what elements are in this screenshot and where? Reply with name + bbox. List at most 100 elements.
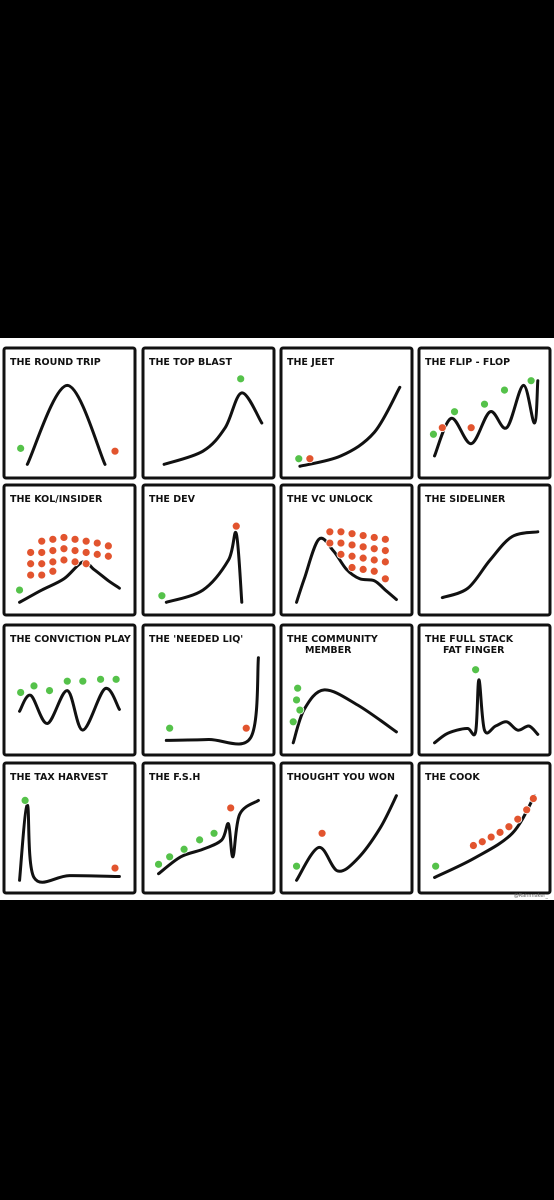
panel-title: THE TAX HARVEST [10, 772, 108, 783]
sell-marker [70, 546, 80, 556]
sell-marker [103, 541, 113, 551]
panel-title: THE CONVICTION PLAY [10, 634, 131, 645]
buy-marker [209, 828, 219, 838]
panel: THE COOK [417, 761, 552, 895]
panel-title: THE COOK [425, 772, 480, 783]
panel-border [417, 761, 552, 895]
sell-marker [380, 546, 390, 556]
panel: THE CONVICTION PLAY [2, 623, 137, 757]
sell-marker [347, 551, 357, 561]
panel: THE F.S.H [141, 761, 276, 895]
panel: THOUGHT YOU WON [279, 761, 414, 895]
sell-marker [48, 566, 58, 576]
sell-marker [522, 805, 532, 815]
panel-title: THOUGHT YOU WON [287, 772, 395, 783]
sell-marker [528, 794, 538, 803]
sell-marker [37, 559, 47, 569]
buy-marker [45, 686, 54, 696]
panel: THE DEV [141, 483, 276, 617]
buy-marker [292, 861, 301, 871]
panel-title: THE COMMUNITY [287, 634, 378, 645]
sell-marker [369, 533, 379, 542]
buy-marker [292, 695, 301, 705]
panel-border [2, 346, 137, 480]
sell-marker [369, 566, 379, 576]
sell-marker [380, 534, 390, 544]
panel-border [279, 623, 414, 757]
sell-marker [358, 553, 368, 563]
buy-marker [294, 454, 304, 464]
panel-title: THE FULL STACK [425, 634, 514, 645]
panel-border [417, 623, 552, 757]
sell-marker [59, 533, 69, 542]
price-curve [433, 379, 540, 458]
sell-marker [92, 538, 102, 548]
artist-credit: @Rainmaker_ [513, 893, 548, 899]
panel-title: THE ROUND TRIP [10, 357, 101, 368]
panel-subtitle: MEMBER [305, 645, 352, 656]
sell-marker [226, 803, 236, 813]
sell-marker [358, 531, 368, 540]
buy-marker [500, 385, 509, 395]
panel-title: THE 'NEEDED LIQ' [149, 634, 243, 645]
sell-marker [358, 564, 368, 574]
sell-marker [59, 555, 69, 565]
price-curve [25, 383, 107, 466]
price-curve [440, 530, 540, 600]
buy-marker [20, 795, 30, 805]
sell-marker [437, 423, 447, 433]
price-curve [162, 391, 264, 466]
panel-border [279, 761, 414, 895]
sell-marker [347, 529, 357, 539]
sell-marker [81, 559, 91, 569]
sell-marker [468, 841, 478, 850]
sell-marker [317, 828, 327, 838]
sell-marker [110, 863, 120, 873]
buy-marker [96, 674, 105, 684]
panel-grid: THE ROUND TRIP THE TOP BLAST THE JEET THE F… [2, 346, 552, 895]
buy-marker [295, 705, 305, 715]
sell-marker [513, 814, 523, 824]
panel: THE VC UNLOCK [279, 483, 414, 617]
sell-marker [347, 540, 357, 550]
panel: THE KOL/INSIDER [2, 483, 137, 617]
price-curve [291, 688, 398, 745]
buy-marker [165, 723, 175, 733]
sell-marker [486, 832, 496, 842]
sell-marker [70, 557, 80, 567]
panel-title: THE KOL/INSIDER [10, 494, 103, 505]
sell-marker [26, 548, 36, 557]
sell-marker [59, 544, 69, 554]
panel: THE TOP BLAST [141, 346, 276, 480]
buy-marker [154, 859, 163, 869]
buy-marker [15, 585, 24, 595]
sell-marker [110, 446, 120, 456]
panel-title: THE F.S.H [149, 772, 200, 783]
sell-marker [26, 570, 36, 580]
panel-border [2, 761, 137, 895]
buy-marker [157, 591, 167, 601]
buy-marker [78, 676, 88, 686]
sell-marker [477, 837, 487, 847]
sell-marker [231, 521, 241, 531]
buy-marker [450, 407, 459, 417]
sell-marker [48, 557, 58, 567]
price-curve [18, 686, 121, 732]
sell-marker [26, 559, 36, 569]
sell-marker [305, 454, 315, 464]
price-curve [295, 794, 398, 882]
panel-title: THE DEV [149, 494, 196, 505]
sell-marker [369, 555, 379, 565]
sell-marker [325, 538, 335, 548]
sell-marker [336, 549, 346, 559]
buy-marker [16, 688, 26, 697]
sell-marker [103, 551, 113, 561]
buy-marker [236, 374, 246, 384]
panel-border [141, 623, 276, 757]
sell-marker [336, 527, 346, 537]
buy-marker [471, 665, 481, 675]
sell-marker [325, 527, 335, 537]
price-curve [295, 536, 398, 604]
panel: THE TAX HARVEST [2, 761, 137, 895]
